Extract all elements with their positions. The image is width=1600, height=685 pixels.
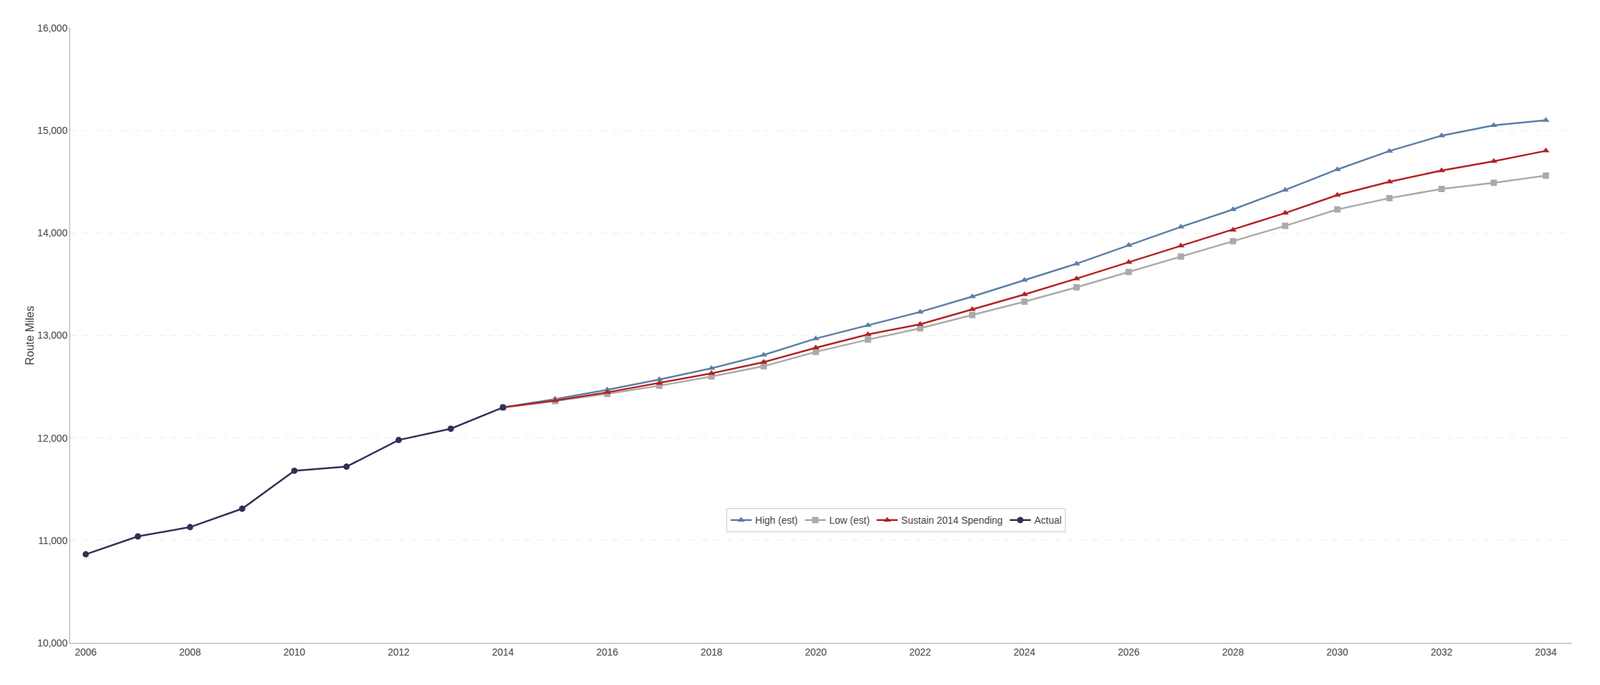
svg-text:10,000: 10,000 [37, 637, 68, 649]
svg-text:Actual: Actual [1034, 514, 1062, 526]
svg-text:2014: 2014 [492, 646, 514, 658]
svg-text:2030: 2030 [1326, 646, 1349, 658]
svg-text:14,000: 14,000 [37, 227, 68, 239]
svg-text:12,000: 12,000 [37, 432, 68, 444]
svg-text:2012: 2012 [387, 646, 410, 658]
svg-text:2028: 2028 [1222, 646, 1244, 658]
svg-text:2010: 2010 [283, 646, 305, 658]
svg-text:11,000: 11,000 [37, 534, 68, 547]
svg-text:2032: 2032 [1430, 646, 1453, 658]
svg-text:16,000: 16,000 [37, 22, 68, 34]
svg-text:Low (est): Low (est) [829, 514, 871, 526]
svg-text:High (est): High (est) [755, 514, 798, 526]
svg-text:Route Miles: Route Miles [23, 305, 36, 365]
svg-text:2006: 2006 [75, 646, 97, 658]
svg-text:2008: 2008 [178, 646, 201, 658]
svg-text:2018: 2018 [700, 646, 723, 658]
svg-text:2034: 2034 [1534, 646, 1557, 658]
svg-text:2026: 2026 [1117, 646, 1140, 658]
svg-text:2022: 2022 [909, 646, 932, 658]
svg-text:2024: 2024 [1013, 646, 1035, 658]
svg-text:15,000: 15,000 [37, 124, 68, 137]
svg-text:2020: 2020 [804, 646, 827, 658]
svg-text:13,000: 13,000 [37, 329, 68, 341]
svg-text:Sustain 2014 Spending: Sustain 2014 Spending [900, 514, 1003, 526]
svg-text:2016: 2016 [595, 646, 618, 658]
